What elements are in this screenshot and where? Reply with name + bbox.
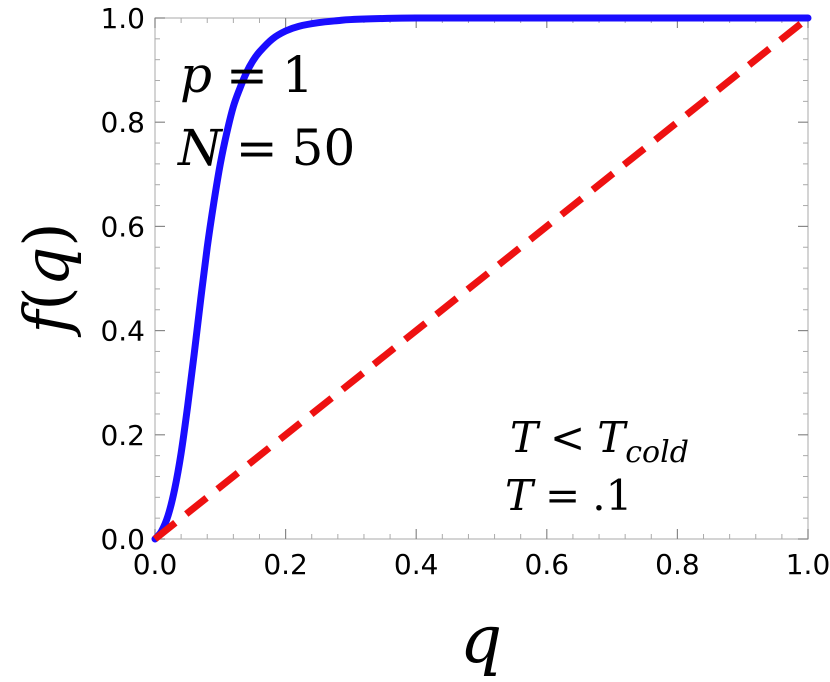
y-tick-label: 0.0 xyxy=(100,523,145,556)
y-axis-label-close: ) xyxy=(10,222,83,246)
y-tick-label: 1.0 xyxy=(100,2,145,35)
x-tick-labels: 0.0 0.2 0.4 0.6 0.8 1.0 xyxy=(133,548,830,581)
annotation-p: p = 1 xyxy=(180,46,314,104)
y-axis-label-var: q xyxy=(10,247,83,287)
series-line-solid xyxy=(151,14,812,543)
y-tick-label: 0.2 xyxy=(100,419,145,452)
annotation-t2-val: .1 xyxy=(592,471,632,520)
annotation-t2-var: T xyxy=(505,471,536,520)
y-tick-label: 0.4 xyxy=(100,315,145,348)
x-tick-label: 0.0 xyxy=(133,548,178,581)
x-tick-label: 0.4 xyxy=(394,548,439,581)
annotation-n-eq: = xyxy=(236,119,278,177)
x-tick-label: 0.6 xyxy=(525,548,570,581)
annotation-t-lt: < xyxy=(550,413,585,462)
annotation-n-var: N xyxy=(177,119,224,177)
annotation-n: N = 50 xyxy=(177,119,355,177)
x-tick-label: 0.2 xyxy=(263,548,308,581)
y-axis-label-open: ( xyxy=(10,286,83,310)
x-tick-label: 1.0 xyxy=(786,548,830,581)
annotation-t-value: T = .1 xyxy=(505,471,632,520)
annotation-t-var: T xyxy=(510,413,541,462)
annotation-p-val: 1 xyxy=(282,46,314,104)
series-layer xyxy=(151,14,812,543)
annotation-t-cold-sub: cold xyxy=(625,435,689,470)
annotation-t2-eq: = xyxy=(545,471,580,520)
annotation-t-cold: T < Tcold xyxy=(510,413,689,470)
annotation-p-eq: = xyxy=(226,46,268,104)
y-tick-label: 0.6 xyxy=(100,210,145,243)
y-tick-labels: 0.0 0.2 0.4 0.6 0.8 1.0 xyxy=(100,2,145,556)
annotation-n-val: 50 xyxy=(292,119,356,177)
x-axis-label: q xyxy=(460,601,502,678)
annotation-p-var: p xyxy=(180,46,212,104)
x-tick-label: 0.8 xyxy=(655,548,700,581)
annotation-t-cold-var: T xyxy=(597,413,628,462)
series-line-dashed xyxy=(152,15,811,542)
y-tick-label: 0.8 xyxy=(100,106,145,139)
y-axis-label: f(q) xyxy=(10,222,83,337)
